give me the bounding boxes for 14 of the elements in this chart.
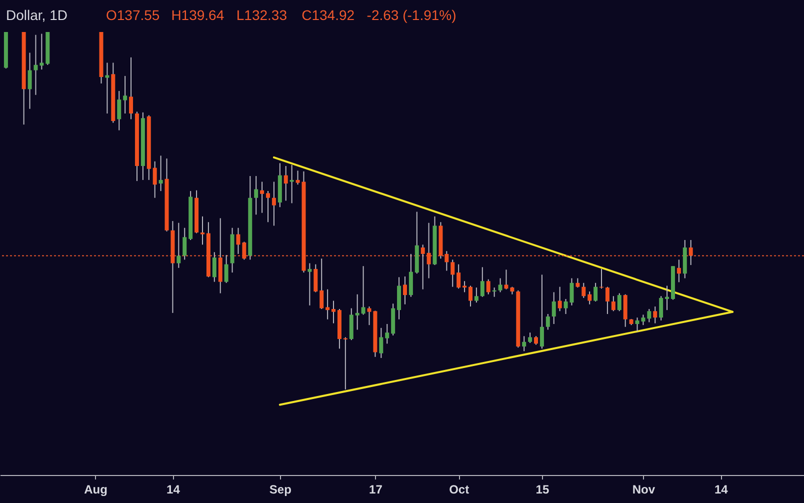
x-tick-label: Sep [269, 482, 292, 496]
x-tick-label: 17 [369, 482, 383, 496]
text: H139.64 [171, 7, 224, 23]
text: -2.63 (-1.91%) [366, 7, 456, 23]
text: C134.92 [302, 7, 355, 23]
x-tick-label: 14 [714, 482, 728, 496]
text: O137.55 [106, 7, 160, 23]
text: L132.33 [236, 7, 288, 23]
x-tick-label: Aug [84, 482, 108, 496]
x-tick-label: 15 [536, 482, 550, 496]
x-tick-label: Oct [449, 482, 470, 496]
chart-title: Dollar, 1D [6, 7, 68, 23]
x-tick-label: 14 [166, 482, 180, 496]
x-tick-label: Nov [632, 482, 656, 496]
